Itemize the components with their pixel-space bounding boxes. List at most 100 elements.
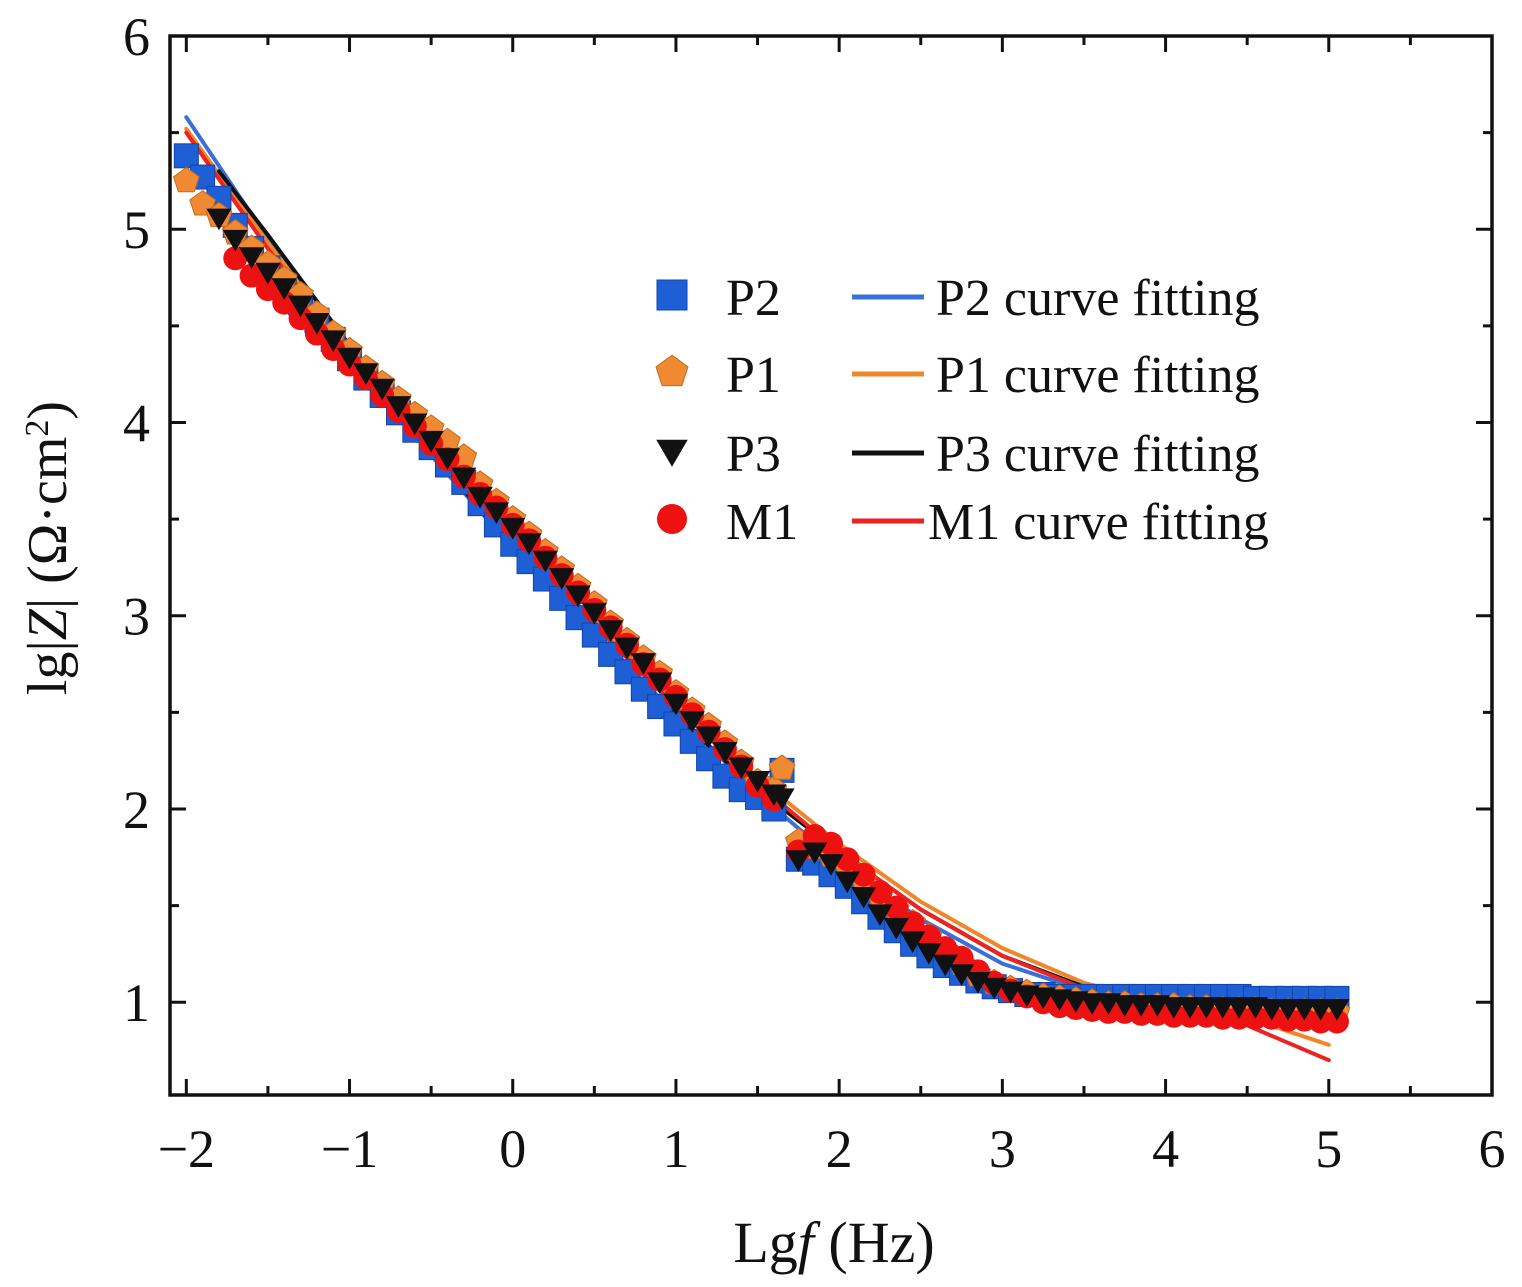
x-tick-label: 1 [662,1119,689,1179]
p3-point [271,278,297,300]
p1-point [172,166,200,193]
p3-point [932,954,958,977]
y-tick-label: 3 [123,587,150,647]
m1-point [851,862,876,887]
y-tick-label: 4 [123,393,150,453]
p3-point [614,637,640,660]
legend-label-p1: P1 [726,347,781,404]
p3-point [834,871,860,894]
legend-label-p3: P3 [726,426,781,483]
m1-point [239,263,264,288]
p3-point [1079,993,1105,1015]
p3-point [1259,999,1285,1021]
p3-point [451,467,477,490]
legend-marker-m1 [657,504,687,534]
legend-label-p2-curve-fitting: P2 curve fitting [936,270,1260,327]
p3-point [712,742,738,764]
p3-point [222,229,248,252]
m1-point [949,945,974,970]
p1-point [768,754,796,780]
p3-point [1161,997,1187,1019]
p3-point [867,904,893,926]
p3-point [1275,999,1301,1021]
p3-point [1112,995,1138,1017]
p3-point [948,964,975,986]
p3-point [336,347,363,370]
p3-point [679,711,705,733]
p3-point [385,396,412,418]
p3-point [663,693,689,716]
p3-point [1128,995,1154,1017]
legend-label-p3-curve-fitting: P3 curve fitting [936,426,1260,483]
m1-point [819,831,843,856]
legend-marker-p1 [655,354,689,387]
p3-point [1308,999,1334,1021]
x-tick-label: 3 [989,1119,1016,1179]
p3-point [883,917,909,940]
p3-point [728,757,754,780]
x-tick-label: 0 [499,1119,526,1179]
x-axis-label: Lgf (Hz) [733,1210,934,1275]
legend-label-p2: P2 [726,270,781,327]
m1-point [288,306,313,331]
p3-point [239,247,265,269]
m1-point [835,847,860,872]
p3-point [581,602,607,625]
p3-point [647,672,673,695]
m1-point [900,911,925,936]
p3-point [1324,999,1350,1021]
p3-point [851,886,877,909]
y-axis-label: lg|Z| (Ω·cm2) [17,401,79,695]
legend-label-m1-curve-fitting: M1 curve fitting [928,494,1269,551]
y-tick-label: 2 [123,780,150,840]
p3-point [467,486,493,509]
p3-point [287,295,314,318]
p3-point [320,330,346,352]
m1-point [884,895,909,920]
legend-label-m1: M1 [726,494,798,551]
x-tick-label: −1 [321,1119,378,1179]
plot-frame [168,34,1494,1097]
x-tick-label: −2 [158,1119,215,1179]
p3-point [434,448,461,470]
p3-point [1226,997,1252,1019]
legend-label-p1-curve-fitting: P1 curve fitting [936,347,1260,404]
p3-point [598,620,624,642]
p3-point [369,378,395,401]
p3-point [1177,997,1203,1019]
p3-point [900,931,926,954]
p3-point [206,208,232,231]
p3-point [630,653,656,675]
m1-point [255,277,280,302]
x-tick-label: 5 [1315,1119,1342,1179]
p3-series [206,208,1350,1021]
p3-point [532,550,558,573]
p3-point [549,568,575,590]
p3-point [353,363,379,385]
p3-point [785,850,811,872]
p3-point [1210,997,1236,1019]
p3-point [483,502,510,524]
p3-point [802,842,828,865]
p3-point [916,942,942,965]
p3-point [418,430,444,453]
p3-point [500,517,526,540]
p3-point [695,726,722,749]
p3-point [1193,997,1219,1019]
m1-point [1324,1009,1349,1034]
x-tick-label: 4 [1152,1119,1179,1179]
p2-point [173,143,199,169]
p3-point [965,971,991,994]
data-markers [172,143,1351,1034]
y-tick-label: 6 [123,7,150,67]
x-tick-label: 2 [826,1119,853,1179]
p3-point [818,854,844,876]
p3-point [304,313,330,335]
x-tick-label: 6 [1479,1119,1506,1179]
p3-point [255,262,281,285]
p3-point [565,585,591,608]
legend: P2 P1 P3 M1 P2 curve fitting P1 curve fitting… [655,270,1269,551]
y-tick-label: 1 [123,973,150,1033]
p3-point [744,771,771,793]
